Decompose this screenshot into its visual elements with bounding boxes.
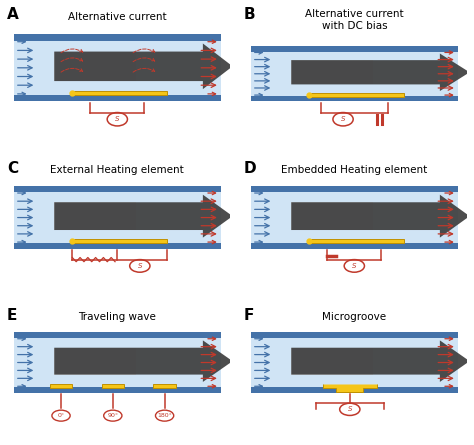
Text: External Heating element: External Heating element (50, 165, 184, 175)
Text: 0°: 0° (57, 413, 64, 418)
FancyArrow shape (54, 195, 233, 238)
Bar (14, 186, 221, 249)
Text: S: S (347, 406, 352, 413)
Bar (14, 34, 221, 101)
Bar (153, 384, 176, 388)
Bar (50, 384, 72, 388)
Bar (14, 186, 221, 192)
Text: A: A (7, 8, 19, 22)
Text: E: E (7, 307, 18, 323)
Text: Alternative current
with DC bias: Alternative current with DC bias (305, 9, 404, 31)
Bar (251, 46, 458, 52)
Bar (251, 332, 458, 338)
FancyArrow shape (291, 195, 470, 238)
Bar (14, 387, 221, 393)
Text: D: D (244, 161, 256, 176)
FancyArrow shape (291, 340, 470, 382)
Bar (251, 243, 458, 249)
FancyArrow shape (54, 202, 136, 230)
Bar (72, 91, 167, 95)
Text: Alternative current: Alternative current (68, 12, 167, 22)
Bar (14, 332, 221, 338)
Bar (309, 239, 404, 243)
Bar (251, 332, 458, 393)
FancyArrow shape (54, 52, 136, 81)
Text: Microgroove: Microgroove (322, 312, 386, 322)
FancyArrow shape (54, 44, 233, 89)
Text: S: S (341, 116, 345, 122)
Bar (251, 387, 458, 393)
Bar (309, 93, 404, 97)
Bar (251, 186, 458, 192)
Text: S: S (115, 116, 119, 122)
Bar (14, 332, 221, 393)
Polygon shape (323, 384, 377, 392)
Bar (251, 46, 458, 101)
FancyArrow shape (291, 202, 373, 230)
Bar (251, 96, 458, 101)
Bar (14, 95, 221, 101)
FancyArrow shape (291, 348, 373, 375)
Text: 90°: 90° (107, 413, 118, 418)
Bar (101, 384, 124, 388)
Bar (72, 239, 167, 243)
Text: Traveling wave: Traveling wave (78, 312, 156, 322)
Text: B: B (244, 8, 255, 22)
FancyArrow shape (291, 60, 373, 85)
Text: S: S (352, 263, 356, 269)
FancyArrow shape (54, 340, 233, 382)
Text: 180°: 180° (157, 413, 172, 418)
Text: C: C (7, 161, 18, 176)
Bar (14, 34, 221, 41)
FancyArrow shape (291, 53, 470, 91)
FancyArrow shape (54, 348, 136, 375)
Text: F: F (244, 307, 255, 323)
Text: Embedded Heating element: Embedded Heating element (281, 165, 428, 175)
Bar (14, 243, 221, 249)
Bar (251, 186, 458, 249)
Text: S: S (137, 263, 142, 269)
